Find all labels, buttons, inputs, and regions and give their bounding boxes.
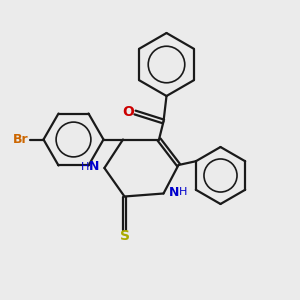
Text: H: H [179, 187, 188, 197]
Text: N: N [169, 185, 179, 199]
Text: S: S [119, 229, 130, 243]
Text: H: H [80, 161, 89, 172]
Text: N: N [88, 160, 99, 173]
Text: O: O [122, 106, 134, 119]
Text: Br: Br [13, 133, 28, 146]
